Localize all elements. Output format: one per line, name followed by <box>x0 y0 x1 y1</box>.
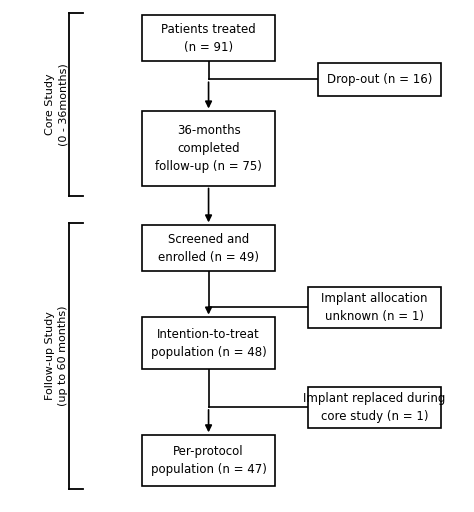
Bar <box>142 225 275 271</box>
Text: Implant replaced during
core study (n = 1): Implant replaced during core study (n = … <box>303 392 446 422</box>
Text: Implant allocation
unknown (n = 1): Implant allocation unknown (n = 1) <box>321 292 428 323</box>
Text: Intention-to-treat
population (n = 48): Intention-to-treat population (n = 48) <box>151 328 266 358</box>
Text: Follow-up Study
(up to 60 months): Follow-up Study (up to 60 months) <box>46 306 68 406</box>
Text: Screened and
enrolled (n = 49): Screened and enrolled (n = 49) <box>158 233 259 264</box>
Text: Core Study
(0 - 36months): Core Study (0 - 36months) <box>46 63 68 145</box>
Bar <box>308 387 441 428</box>
Bar <box>142 112 275 186</box>
Text: Patients treated
(n = 91): Patients treated (n = 91) <box>161 23 256 54</box>
Text: Per-protocol
population (n = 47): Per-protocol population (n = 47) <box>151 445 266 476</box>
Bar <box>142 317 275 369</box>
Text: Drop-out (n = 16): Drop-out (n = 16) <box>327 73 432 86</box>
Bar <box>142 435 275 486</box>
Text: 36-months
completed
follow-up (n = 75): 36-months completed follow-up (n = 75) <box>155 124 262 173</box>
Bar <box>308 287 441 328</box>
Bar <box>318 63 441 96</box>
Bar <box>142 15 275 61</box>
